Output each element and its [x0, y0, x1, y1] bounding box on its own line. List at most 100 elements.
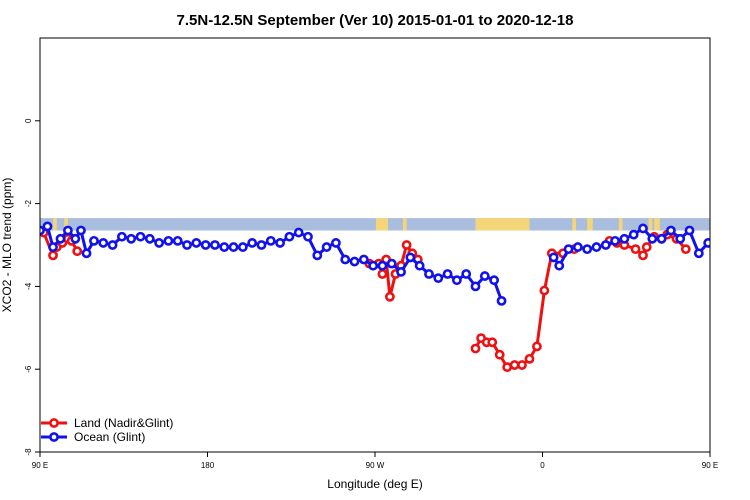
data-point — [641, 242, 652, 252]
data-point — [331, 238, 341, 248]
x-axis-label: Longitude (deg E) — [327, 477, 422, 491]
data-point — [368, 260, 379, 271]
data-point — [405, 252, 416, 263]
data-point — [358, 254, 369, 265]
land-segment — [572, 218, 576, 231]
data-point — [414, 260, 425, 271]
data-point — [461, 269, 472, 279]
data-point — [554, 260, 565, 271]
data-point — [524, 353, 535, 364]
data-point — [630, 244, 641, 255]
data-point — [107, 240, 118, 250]
data-point — [591, 242, 602, 252]
data-point — [401, 240, 412, 250]
data-point — [714, 241, 721, 248]
legend-marker — [49, 418, 59, 428]
data-point — [163, 235, 174, 246]
data-point — [72, 246, 83, 257]
data-point — [76, 225, 86, 236]
series-layer — [40, 221, 749, 373]
data-point — [433, 273, 444, 284]
data-point — [532, 341, 542, 352]
land-segment — [53, 218, 57, 231]
data-point — [396, 267, 406, 277]
legend-label: Land (Nadir&Glint) — [74, 416, 173, 430]
data-point — [502, 362, 513, 373]
data-point — [135, 231, 146, 242]
x-tick-label: 90 E — [32, 461, 48, 470]
data-point — [63, 225, 73, 236]
land-segment — [475, 218, 530, 231]
land-segment — [587, 218, 593, 231]
x-tick-label: 180 — [201, 461, 215, 470]
data-point — [539, 285, 550, 296]
data-point — [172, 235, 183, 246]
y-tick-label: -8 — [24, 448, 33, 456]
data-point — [610, 235, 620, 246]
data-point — [723, 243, 730, 250]
data-point — [340, 254, 351, 265]
data-point — [70, 233, 81, 244]
y-tick-label: -6 — [24, 365, 33, 373]
land-segment — [648, 218, 653, 231]
data-point — [284, 231, 295, 242]
data-point — [582, 244, 593, 255]
data-point — [647, 233, 658, 244]
data-point — [293, 227, 304, 238]
legend: Land (Nadir&Glint)Ocean (Glint) — [41, 416, 173, 444]
data-point — [154, 238, 165, 248]
chart-title: 7.5N-12.5N September (Ver 10) 2015-01-01… — [177, 12, 574, 29]
data-point — [377, 260, 388, 271]
data-point — [275, 238, 285, 248]
x-tick-label: 0 — [540, 461, 545, 470]
data-point — [200, 240, 211, 250]
data-point — [191, 238, 202, 248]
legend-marker — [49, 432, 59, 442]
data-point — [638, 250, 648, 261]
data-point — [256, 240, 267, 250]
data-point — [742, 235, 749, 242]
y-axis: 0 -2 -4 -6 -8 — [24, 118, 40, 456]
legend-label: Ocean (Glint) — [74, 430, 145, 444]
data-point — [377, 269, 388, 279]
data-point — [509, 360, 520, 370]
data-point — [349, 256, 360, 267]
data-point — [228, 242, 239, 252]
data-point — [666, 225, 676, 236]
data-point — [470, 343, 481, 354]
data-point — [517, 360, 527, 370]
data-point — [48, 250, 58, 261]
data-point — [321, 242, 332, 252]
y-tick-label: 0 — [24, 118, 33, 123]
x-tick-label: 90 W — [366, 461, 385, 470]
data-point — [479, 271, 490, 281]
data-point — [496, 295, 507, 306]
land-segment — [64, 218, 68, 231]
data-point — [55, 233, 66, 244]
data-point — [680, 244, 691, 255]
data-point — [693, 248, 704, 259]
data-point — [451, 275, 462, 286]
data-point — [219, 242, 230, 252]
data-point — [89, 235, 99, 246]
y-tick-label: -2 — [24, 199, 33, 207]
data-point — [470, 281, 481, 292]
data-point — [675, 233, 686, 244]
data-point — [442, 269, 453, 279]
data-point — [126, 233, 137, 244]
data-point — [384, 291, 395, 302]
land-segment — [654, 218, 660, 231]
data-point — [210, 240, 220, 250]
data-point — [619, 233, 630, 244]
data-point — [303, 231, 313, 242]
land-segment — [375, 218, 389, 231]
x-axis: 90 E 180 90 W 0 90 E — [32, 452, 718, 470]
data-point — [703, 238, 710, 248]
data-point — [116, 231, 127, 242]
data-point — [489, 275, 500, 286]
data-point — [563, 244, 574, 255]
data-point — [386, 258, 397, 269]
data-point — [265, 235, 276, 246]
data-point — [237, 242, 248, 252]
